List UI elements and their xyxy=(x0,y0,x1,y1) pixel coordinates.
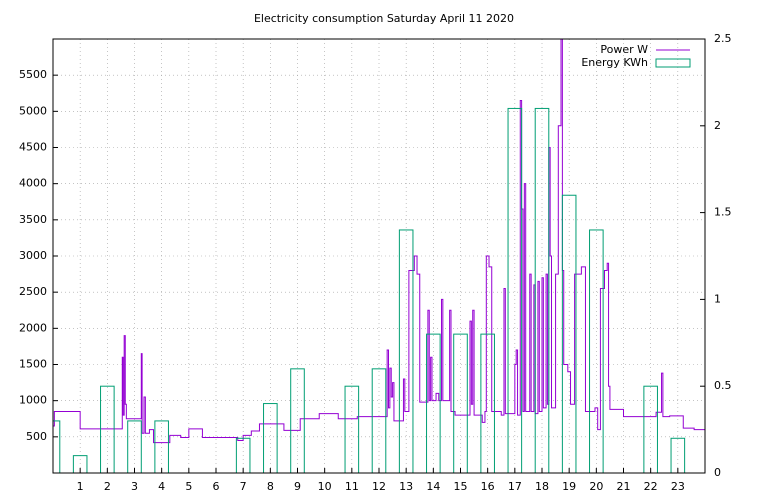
bar xyxy=(235,437,251,473)
y2-tick-label: 2 xyxy=(714,119,721,132)
x-tick-label: 2 xyxy=(104,480,111,493)
x-tick-label: 17 xyxy=(508,480,522,493)
x-tick-label: 3 xyxy=(131,480,138,493)
x-tick-label: 11 xyxy=(345,480,359,493)
y2-tick-label: 0.5 xyxy=(714,379,732,392)
bar xyxy=(643,385,658,473)
bar xyxy=(589,229,604,473)
bar xyxy=(72,455,88,473)
y-tick-label: 4000 xyxy=(19,177,47,190)
y-tick-label: 5500 xyxy=(19,68,47,81)
x-tick-label: 23 xyxy=(671,480,685,493)
x-tick-label: 8 xyxy=(267,480,274,493)
bar xyxy=(371,368,387,473)
y-tick-label: 2000 xyxy=(19,321,47,334)
chart-title: Electricity consumption Saturday April 1… xyxy=(254,12,514,25)
bar xyxy=(670,437,686,473)
y2-tick-label: 1 xyxy=(714,292,721,305)
bar xyxy=(398,229,414,473)
x-tick-label: 10 xyxy=(318,480,332,493)
bar xyxy=(480,333,495,473)
y-tick-label: 5000 xyxy=(19,104,47,117)
x-tick-label: 5 xyxy=(185,480,192,493)
x-tick-label: 20 xyxy=(589,480,603,493)
y-tick-label: 1000 xyxy=(19,394,47,407)
bar xyxy=(100,385,115,473)
y-tick-label: 3000 xyxy=(19,249,47,262)
x-tick-label: 9 xyxy=(294,480,301,493)
plot-area xyxy=(53,39,705,473)
x-tick-label: 6 xyxy=(213,480,220,493)
bar xyxy=(154,420,169,473)
x-tick-label: 13 xyxy=(399,480,413,493)
y-tick-label: 4500 xyxy=(19,141,47,154)
y-tick-label: 2500 xyxy=(19,285,47,298)
x-tick-label: 22 xyxy=(644,480,658,493)
x-tick-label: 4 xyxy=(158,480,165,493)
bar xyxy=(561,194,577,473)
y-tick-label: 500 xyxy=(26,430,47,443)
x-tick-label: 18 xyxy=(535,480,549,493)
bar xyxy=(534,107,550,473)
bar xyxy=(127,420,142,473)
y2-tick-label: 2.5 xyxy=(714,32,732,45)
bar xyxy=(453,333,468,473)
legend-swatch xyxy=(655,58,691,68)
bar xyxy=(263,403,278,473)
legend-label: Energy KWh xyxy=(581,56,648,69)
legend-label: Power W xyxy=(600,43,648,56)
x-tick-label: 12 xyxy=(372,480,386,493)
power-line xyxy=(53,39,705,444)
bar xyxy=(290,368,305,473)
x-tick-label: 16 xyxy=(481,480,495,493)
y2-tick-label: 1.5 xyxy=(714,206,732,219)
x-tick-label: 1 xyxy=(77,480,84,493)
x-tick-label: 7 xyxy=(240,480,247,493)
y-tick-label: 3500 xyxy=(19,213,47,226)
x-tick-label: 14 xyxy=(426,480,440,493)
bar xyxy=(507,107,523,473)
bar xyxy=(426,333,441,473)
x-tick-label: 21 xyxy=(617,480,631,493)
plot-frame xyxy=(52,38,706,474)
bar xyxy=(344,385,360,473)
y-tick-label: 1500 xyxy=(19,358,47,371)
bar xyxy=(53,420,61,473)
x-tick-label: 19 xyxy=(562,480,576,493)
y2-tick-label: 0 xyxy=(714,466,721,479)
x-tick-label: 15 xyxy=(454,480,468,493)
